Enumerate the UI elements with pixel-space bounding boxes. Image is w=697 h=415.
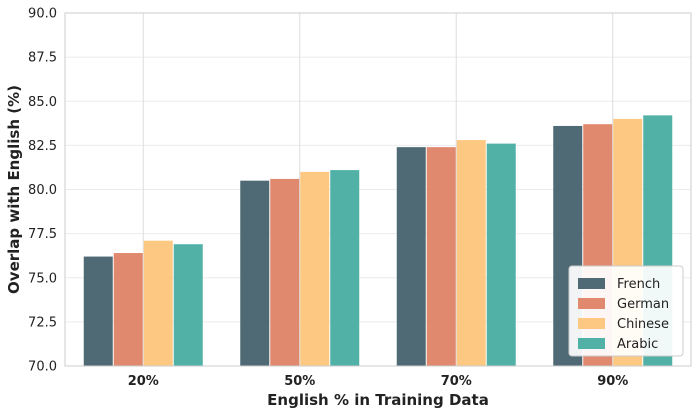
legend-label-french: French bbox=[617, 277, 660, 292]
y-tick-label: 80.0 bbox=[28, 183, 57, 198]
y-tick-label: 77.5 bbox=[28, 227, 57, 242]
x-axis-label: English % in Training Data bbox=[267, 391, 489, 409]
y-tick-label: 85.0 bbox=[28, 95, 57, 110]
bar-french-0 bbox=[83, 256, 113, 366]
bar-chinese-0 bbox=[143, 240, 173, 366]
y-tick-label: 75.0 bbox=[28, 271, 57, 286]
legend-label-german: German bbox=[617, 297, 669, 312]
x-tick-label: 70% bbox=[441, 374, 472, 389]
y-axis-label: Overlap with English (%) bbox=[5, 85, 23, 294]
legend-label-arabic: Arabic bbox=[617, 337, 658, 352]
bar-german-1 bbox=[270, 178, 300, 366]
x-axis-ticks: 20% 50% 70% 90% bbox=[128, 374, 629, 389]
y-tick-label: 72.5 bbox=[28, 315, 57, 330]
bar-german-2 bbox=[426, 147, 456, 366]
legend-swatch-chinese bbox=[578, 318, 605, 329]
bar-chinese-1 bbox=[300, 171, 330, 366]
x-tick-label: 50% bbox=[284, 374, 315, 389]
bar-german-0 bbox=[113, 253, 143, 366]
bar-arabic-0 bbox=[173, 244, 203, 366]
legend: French German Chinese Arabic bbox=[568, 265, 684, 357]
legend-swatch-french bbox=[578, 278, 605, 289]
y-tick-label: 82.5 bbox=[28, 139, 57, 154]
bar-arabic-2 bbox=[486, 143, 516, 366]
bars-group bbox=[83, 115, 673, 367]
x-tick-label: 20% bbox=[128, 374, 159, 389]
y-tick-label: 70.0 bbox=[28, 360, 57, 375]
y-tick-label: 90.0 bbox=[28, 7, 57, 22]
legend-label-chinese: Chinese bbox=[617, 317, 669, 332]
bar-french-1 bbox=[240, 180, 270, 366]
bar-chinese-2 bbox=[456, 140, 486, 366]
x-tick-label: 90% bbox=[597, 374, 628, 389]
plot-frame bbox=[64, 12, 692, 367]
y-axis-ticks: 70.0 72.5 75.0 77.5 80.0 82.5 85.0 87.5 90.0 bbox=[28, 7, 57, 375]
y-tick-label: 87.5 bbox=[28, 51, 57, 66]
legend-swatch-arabic bbox=[578, 338, 605, 349]
bar-french-2 bbox=[396, 147, 426, 366]
legend-swatch-german bbox=[578, 298, 605, 309]
bar-arabic-1 bbox=[330, 170, 360, 366]
